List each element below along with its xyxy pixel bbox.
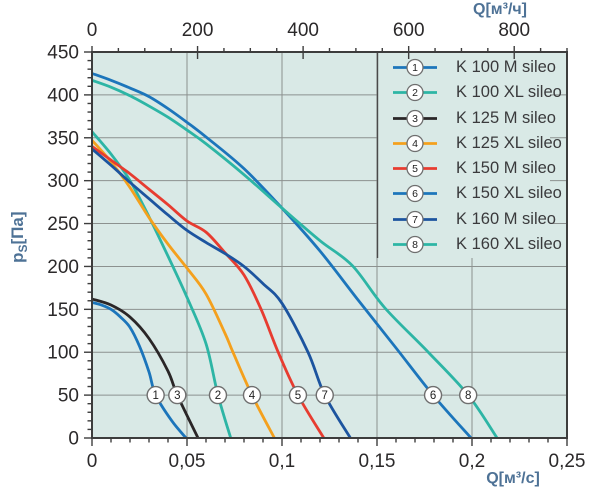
legend-item-5: 5 K 150 M sileo: [379, 156, 556, 181]
x-axis-bottom-unit-label: Q[м³/с]: [486, 470, 540, 487]
curve-marker-2: 2: [208, 385, 228, 405]
curve-marker-circle: [242, 385, 262, 405]
curve-marker-6: 6: [423, 385, 443, 405]
svg-text:6: 6: [412, 188, 418, 200]
y-axis-unit-label: pS[Па]: [8, 192, 30, 282]
legend-label: K 100 XL sileo: [456, 83, 562, 102]
y-tick-label: 300: [47, 171, 79, 192]
y-label-symbol: p: [7, 252, 27, 263]
legend: 1 K 100 M sileo 2 K 100 XL sileo 3 K 125 M si…: [379, 55, 562, 257]
x-top-tick-label: 600: [393, 20, 425, 41]
legend-item-2: 2 K 100 XL sileo: [379, 80, 562, 105]
curve-marker-1: 1: [146, 385, 165, 405]
axis-ticks: [84, 46, 568, 446]
svg-text:7: 7: [412, 214, 418, 226]
curve-6-k-150-xl-sileo: [93, 72, 473, 437]
x-axis-top-unit-label: Q[м³/ч]: [473, 1, 527, 18]
legend-item-6: 6 K 150 XL sileo: [379, 181, 562, 206]
x-top-tick-label: 800: [498, 20, 530, 41]
svg-text:2: 2: [412, 87, 418, 99]
curve-marker-number: 1: [152, 390, 158, 402]
legend-series-marker-icon: 1: [393, 58, 437, 77]
y-tick-label: 200: [47, 257, 79, 278]
curve-marker-circle: [288, 385, 308, 405]
curve-marker-5: 5: [288, 385, 308, 405]
x-top-tick-label: 200: [182, 20, 214, 41]
legend-series-marker-icon: 3: [393, 109, 437, 127]
legend-panel-bg: [378, 53, 550, 258]
curve-marker-circle: [423, 385, 443, 405]
legend-item-4: 4 K 125 XL sileo: [379, 131, 562, 156]
x-bottom-tick-label: 0,15: [359, 451, 396, 472]
legend-item-7: 7 K 160 M sileo: [379, 207, 556, 232]
x-top-tick-label: 0: [87, 20, 98, 41]
y-tick-label: 150: [47, 300, 79, 321]
curve-number-markers: 1 2 3 4 5 6 7 8: [146, 385, 478, 405]
curve-1-k-100-m-sileo: [93, 301, 188, 437]
curve-marker-8: 8: [459, 385, 478, 405]
curve-marker-circle: [168, 385, 187, 405]
legend-series-marker-icon: 6: [393, 185, 437, 203]
x-bottom-tick-label: 0,25: [549, 451, 586, 472]
legend-series-marker-icon: 4: [393, 134, 437, 153]
legend-label: K 125 XL sileo: [456, 133, 562, 152]
curve-7-k-160-m-sileo: [93, 147, 352, 437]
curve-5-k-150-m-sileo: [93, 145, 325, 437]
curve-marker-circle: [146, 385, 165, 405]
legend-label: K 150 M sileo: [456, 159, 556, 178]
y-label-unit: [Па]: [7, 211, 27, 245]
curve-2-k-100-xl-sileo: [93, 130, 232, 437]
curve-4-k-125-xl-sileo: [93, 139, 276, 437]
legend-item-1: 1 K 100 M sileo: [379, 55, 556, 80]
y-label-subscript: S: [16, 244, 31, 253]
curve-marker-number: 3: [174, 390, 180, 402]
curve-marker-number: 5: [295, 390, 301, 402]
svg-text:8: 8: [412, 239, 418, 251]
svg-text:1: 1: [412, 62, 418, 74]
legend-label: K 160 M sileo: [456, 209, 556, 228]
legend-item-3: 3 K 125 M sileo: [379, 106, 556, 131]
legend-series-marker-icon: 7: [393, 210, 437, 228]
curve-marker-circle: [315, 385, 334, 405]
curve-marker-4: 4: [242, 385, 262, 405]
y-tick-label: 250: [47, 214, 79, 235]
y-tick-label: 350: [47, 128, 79, 149]
curve-marker-number: 6: [430, 390, 436, 402]
legend-label: K 150 XL sileo: [456, 184, 562, 203]
svg-text:5: 5: [412, 163, 418, 175]
y-tick-label: 400: [47, 85, 79, 106]
x-top-tick-label: 400: [287, 20, 319, 41]
legend-label: K 100 M sileo: [456, 58, 556, 77]
legend-item-8: 8 K 160 XL sileo: [379, 232, 562, 257]
curve-marker-7: 7: [315, 385, 334, 405]
x-bottom-tick-label: 0,2: [459, 451, 485, 472]
curves: [93, 72, 499, 437]
y-tick-label: 450: [47, 43, 79, 64]
legend-label: K 125 M sileo: [456, 108, 556, 127]
y-tick-label: 50: [58, 386, 79, 407]
x-bottom-tick-label: 0,05: [169, 451, 206, 472]
curve-marker-number: 7: [322, 390, 328, 402]
curve-marker-number: 2: [215, 390, 221, 402]
legend-series-marker-icon: 2: [393, 84, 437, 102]
legend-series-marker-icon: 5: [393, 159, 437, 178]
curve-marker-number: 4: [249, 390, 256, 402]
curve-8-k-160-xl-sileo: [93, 79, 499, 437]
svg-text:4: 4: [412, 138, 418, 150]
curve-marker-circle: [208, 385, 228, 405]
x-bottom-tick-label: 0: [87, 451, 98, 472]
svg-text:3: 3: [412, 113, 418, 125]
curve-marker-circle: [459, 385, 478, 405]
y-tick-label: 100: [47, 343, 79, 364]
curve-marker-3: 3: [168, 385, 187, 405]
x-bottom-tick-label: 0,1: [269, 451, 295, 472]
y-tick-label: 0: [68, 429, 79, 450]
legend-series-marker-icon: 8: [393, 235, 437, 254]
legend-label: K 160 XL sileo: [456, 234, 562, 253]
curve-marker-number: 8: [465, 390, 471, 402]
